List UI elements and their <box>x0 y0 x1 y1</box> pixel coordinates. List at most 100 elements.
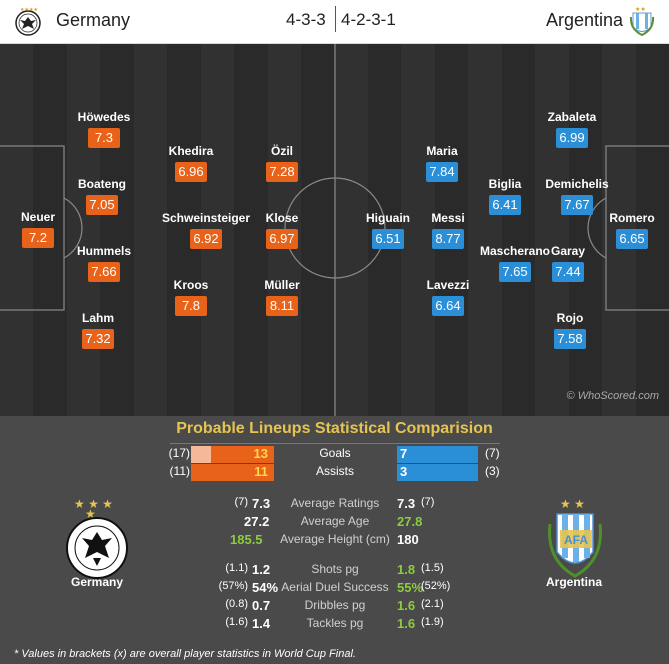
whoscored-watermark: © WhoScored.com <box>566 390 659 402</box>
stat-label: Shots pg <box>311 562 359 576</box>
home-formation: 4-3-3 <box>286 10 326 29</box>
player-name: Zabaleta <box>547 110 597 124</box>
home-bar-overall <box>191 446 211 463</box>
title-underline <box>170 443 500 444</box>
stats-panel: Probable Lineups Statistical Comparision… <box>0 416 669 664</box>
away-bracket-value: (1.5) <box>421 562 444 574</box>
germany-crest-icon: ★ ★ ★ ★ <box>66 497 128 579</box>
player-name: Kroos <box>173 278 209 292</box>
home-player[interactable]: Schweinsteiger 6.92 <box>151 211 261 249</box>
pitch-stripe <box>401 44 435 416</box>
home-player[interactable]: Müller 8.11 <box>227 278 337 316</box>
home-bracket-value: (1.6) <box>225 616 248 628</box>
away-player[interactable]: Romero 6.65 <box>577 211 669 249</box>
home-player[interactable]: Khedira 6.96 <box>136 144 246 182</box>
player-name: Boateng <box>78 177 126 191</box>
player-rating-badge: 7.3 <box>88 128 120 148</box>
player-rating-badge: 7.28 <box>266 162 298 182</box>
home-bracket-value: (11) <box>169 464 190 478</box>
away-player[interactable]: Lavezzi 6.64 <box>393 278 503 316</box>
pitch-stripe <box>234 44 268 416</box>
home-player[interactable]: Neuer 7.2 <box>0 210 93 248</box>
home-player[interactable]: Lahm 7.32 <box>43 311 153 349</box>
svg-text:★: ★ <box>85 507 96 521</box>
home-bar <box>191 464 274 481</box>
pitch-stripe <box>301 44 335 416</box>
player-rating-badge: 7.32 <box>82 329 114 349</box>
away-bracket-value: (7) <box>421 496 435 508</box>
player-rating-badge: 7.84 <box>426 162 458 182</box>
away-bar-value: 7 <box>400 446 408 461</box>
away-player[interactable]: Biglia 6.41 <box>450 177 560 215</box>
svg-text:AFA: AFA <box>564 533 588 547</box>
player-rating-badge: 6.64 <box>432 296 464 316</box>
player-rating-badge: 7.8 <box>175 296 207 316</box>
player-rating-badge: 7.2 <box>22 228 54 248</box>
away-bracket-value: (2.1) <box>421 598 444 610</box>
player-rating-badge: 8.11 <box>266 296 298 316</box>
stats-title: Probable Lineups Statistical Comparision <box>176 420 493 437</box>
stat-label: Average Height (cm) <box>280 532 390 546</box>
away-player[interactable]: Mascherano 7.65 <box>460 244 570 282</box>
home-stat-value: 7.3 <box>252 496 271 511</box>
away-player[interactable]: Rojo 7.58 <box>515 311 625 349</box>
svg-text:★ ★: ★ ★ <box>560 497 585 511</box>
player-rating-badge: 6.65 <box>616 229 648 249</box>
home-player[interactable]: Höwedes 7.3 <box>49 110 159 148</box>
svg-text:★★: ★★ <box>635 6 646 13</box>
svg-text:★ ★ ★: ★ ★ ★ <box>74 497 113 511</box>
home-stat-value: 27.2 <box>244 514 270 529</box>
away-stat-value: 1.6 <box>397 616 416 631</box>
home-bar-value: 13 <box>253 446 268 461</box>
home-player[interactable]: Boateng 7.05 <box>47 177 157 215</box>
away-stat-value: 55% <box>397 580 424 595</box>
home-stat-value: 185.5 <box>230 532 263 547</box>
player-name: Hummels <box>76 244 132 258</box>
pitch-stripe <box>66 44 101 416</box>
player-name: Higuain <box>366 211 410 225</box>
home-stat-value: 54% <box>252 580 279 595</box>
player-rating-badge: 6.41 <box>489 195 521 215</box>
away-player[interactable]: Higuain 6.51 <box>333 211 443 249</box>
home-stat-value: 1.4 <box>252 616 271 631</box>
bar-stat-label: Assists <box>315 464 354 478</box>
away-bracket-value: (52%) <box>421 580 451 592</box>
home-player[interactable]: Kroos 7.8 <box>136 278 246 316</box>
away-player[interactable]: Messi 8.77 <box>393 211 503 249</box>
pitch-stripe <box>568 44 603 416</box>
germany-label: Germany <box>70 575 124 589</box>
home-player[interactable]: Hummels 7.66 <box>49 244 159 282</box>
away-player[interactable]: Demichelis 7.67 <box>522 177 632 215</box>
stat-label: Tackles pg <box>306 616 364 630</box>
away-bar-value: 3 <box>400 464 408 479</box>
away-stat-value: 1.8 <box>397 562 416 577</box>
pitch-lines <box>0 44 669 416</box>
footnote: * Values in brackets (x) are overall pla… <box>14 648 356 660</box>
home-team-name: Germany <box>56 10 131 30</box>
away-player[interactable]: Zabaleta 6.99 <box>517 110 627 148</box>
player-name: Höwedes <box>77 110 131 124</box>
player-rating-badge: 6.51 <box>372 229 404 249</box>
player-name: Özil <box>270 144 293 158</box>
away-formation: 4-2-3-1 <box>341 10 396 29</box>
player-name: Romero <box>609 211 655 225</box>
argentina-crest-icon: ★ ★ AFA <box>548 497 602 578</box>
player-name: Garay <box>550 244 586 258</box>
home-player[interactable]: Özil 7.28 <box>227 144 337 182</box>
player-rating-badge: 6.99 <box>556 128 588 148</box>
away-bar <box>397 464 478 481</box>
match-header: ★★★★ Germany 4-3-3 4-2-3-1 Argentina ★★ <box>0 0 669 44</box>
away-player[interactable]: Garay 7.44 <box>513 244 623 282</box>
player-rating-badge: 7.66 <box>88 262 120 282</box>
pitch-stripe <box>501 44 536 416</box>
player-rating-badge: 8.77 <box>432 229 464 249</box>
player-name: Rojo <box>556 311 584 325</box>
home-player[interactable]: Klose 6.97 <box>227 211 337 249</box>
player-rating-badge: 7.44 <box>552 262 584 282</box>
away-stat-value: 7.3 <box>397 496 416 511</box>
player-rating-badge: 6.96 <box>175 162 207 182</box>
stat-label: Aerial Duel Success <box>281 580 389 594</box>
away-player[interactable]: Maria 7.84 <box>387 144 497 182</box>
player-name: Khedira <box>168 144 214 158</box>
player-name: Maria <box>426 144 458 158</box>
